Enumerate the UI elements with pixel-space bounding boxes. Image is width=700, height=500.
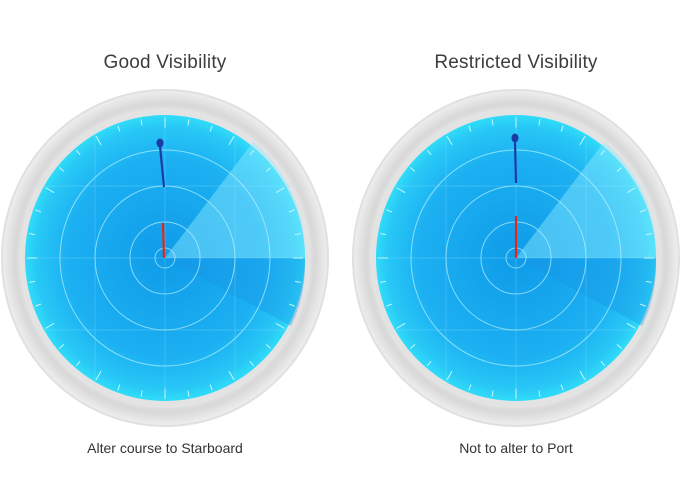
bearing-tick: [426, 149, 432, 156]
bearing-tick: [75, 149, 81, 156]
bearing-tick: [396, 322, 406, 329]
bearing-tick: [579, 135, 586, 146]
bearing-tick: [409, 344, 416, 349]
bearing-tick: [491, 390, 494, 397]
bearing-tick: [396, 187, 406, 194]
target-echo-trail: [158, 145, 166, 188]
bearing-tick: [29, 233, 36, 236]
bearing-tick: [538, 390, 541, 397]
bearing-tick: [228, 135, 235, 146]
bearing-tick: [600, 149, 606, 156]
bearing-tick: [75, 360, 81, 367]
bearing-tick: [249, 149, 255, 156]
bearing-tick: [45, 322, 55, 329]
bearing-tick: [380, 280, 387, 283]
radar-sweep-shadow: [165, 258, 306, 326]
radar-sweep: [165, 142, 306, 258]
bearing-tick: [294, 233, 301, 236]
bearing-tick: [95, 370, 102, 381]
bearing-tick: [468, 125, 472, 132]
bearing-tick: [140, 390, 143, 397]
bearing-tick: [140, 119, 143, 126]
bearing-tick: [639, 209, 646, 213]
bearing-tick: [579, 370, 586, 381]
panel-title-good-visibility: Good Visibility: [103, 52, 227, 73]
bearing-tick: [58, 167, 65, 172]
bearing-tick: [35, 303, 42, 307]
bearing-tick: [409, 167, 416, 172]
bearing-tick: [645, 280, 652, 283]
bearing-ticks: [378, 117, 654, 399]
bearing-tick: [187, 119, 190, 126]
own-ship-heading-icon: [161, 222, 166, 259]
panel-caption-good-visibility: Alter course to Starboard: [87, 440, 243, 456]
bearing-tick: [288, 209, 295, 213]
target-echo-trail: [513, 140, 518, 184]
bearing-tick: [626, 322, 636, 329]
bearing-tick: [468, 384, 472, 391]
bearing-tick: [117, 125, 121, 132]
bearing-tick: [380, 233, 387, 236]
radar-sweep: [516, 142, 657, 258]
bearing-tick: [265, 167, 272, 172]
bearing-tick: [560, 125, 564, 132]
bearing-tick: [386, 303, 393, 307]
bearing-tick: [187, 390, 190, 397]
target-echo-icon: [156, 138, 164, 148]
bearing-tick: [45, 187, 55, 194]
bearing-tick: [616, 344, 623, 349]
bearing-tick: [209, 384, 213, 391]
bearing-tick: [426, 360, 432, 367]
bearing-tick: [386, 209, 393, 213]
radar-display-restricted-visibility: [352, 89, 680, 427]
radar-screen: [25, 115, 305, 401]
panel-title-restricted-visibility: Restricted Visibility: [434, 52, 598, 73]
target-echo-icon: [511, 133, 519, 143]
bearing-tick: [446, 135, 453, 146]
bearing-tick: [117, 384, 121, 391]
bearing-tick: [645, 233, 652, 236]
bearing-tick: [446, 370, 453, 381]
bearing-tick: [35, 209, 42, 213]
bearing-tick: [491, 119, 494, 126]
bearing-tick: [639, 303, 646, 307]
bearing-tick: [294, 280, 301, 283]
bearing-tick: [29, 280, 36, 283]
panel-caption-restricted-visibility: Not to alter to Port: [459, 440, 573, 456]
bearing-tick: [600, 360, 606, 367]
bearing-tick: [288, 303, 295, 307]
bearing-tick: [616, 167, 623, 172]
bearing-tick: [560, 384, 564, 391]
bearing-tick: [228, 370, 235, 381]
bearing-tick: [95, 135, 102, 146]
bearing-tick: [58, 344, 65, 349]
radar-display-good-visibility: [1, 89, 329, 427]
radar-sweep-shadow: [516, 258, 657, 326]
bearing-tick: [538, 119, 541, 126]
bearing-tick: [265, 344, 272, 349]
bearing-ticks: [27, 117, 303, 399]
bearing-tick: [275, 322, 285, 329]
bearing-tick: [275, 187, 285, 194]
bearing-tick: [249, 360, 255, 367]
bearing-tick: [209, 125, 213, 132]
bearing-tick: [626, 187, 636, 194]
